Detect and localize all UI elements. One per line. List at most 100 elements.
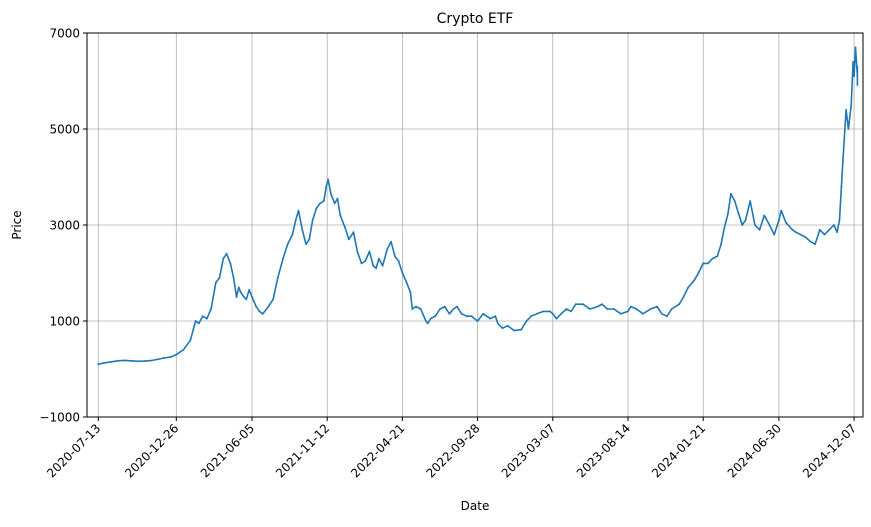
data-point (853, 75, 855, 78)
data-point (682, 296, 685, 298)
x-tick-label: 2024-06-30 (725, 421, 784, 480)
data-point (649, 308, 652, 310)
data-point (465, 315, 468, 318)
data-point (286, 243, 289, 246)
data-point (670, 308, 673, 310)
data-point (425, 320, 427, 322)
data-point (551, 312, 554, 315)
data-point (243, 296, 245, 298)
data-point (693, 279, 696, 282)
x-axis-label: Date (461, 499, 490, 513)
data-point (542, 310, 545, 313)
data-point (214, 281, 217, 284)
data-point (530, 315, 533, 318)
y-tick-label: 1000 (49, 315, 80, 329)
data-point (210, 308, 213, 310)
data-point (707, 262, 709, 265)
y-axis: −1000 1000 3000 5000 7000 (39, 27, 87, 425)
data-point (768, 224, 771, 226)
data-point (601, 303, 603, 306)
data-point (381, 264, 384, 267)
y-axis-label: Price (10, 210, 24, 239)
data-point (232, 276, 235, 279)
data-point (697, 272, 700, 274)
data-point (294, 219, 297, 222)
data-point (723, 228, 725, 231)
data-point (315, 207, 318, 210)
data-point (261, 312, 264, 315)
data-point (582, 303, 584, 306)
data-point (255, 305, 258, 308)
data-point (785, 221, 787, 224)
x-tick-label: 2024-12-07 (800, 421, 859, 480)
data-point (560, 312, 563, 315)
data-point (405, 281, 408, 284)
x-tick-label: 2021-06-05 (198, 421, 257, 480)
data-point (291, 233, 294, 236)
data-point (838, 219, 841, 222)
data-point (330, 192, 332, 195)
data-point (456, 305, 458, 308)
data-point (110, 360, 113, 363)
data-point (97, 363, 100, 366)
series-layer (97, 46, 859, 366)
data-point (833, 224, 835, 226)
data-point (344, 226, 346, 229)
data-point (852, 60, 854, 63)
data-point (429, 317, 432, 320)
data-point (804, 236, 807, 238)
data-point (716, 255, 719, 258)
data-point (818, 228, 821, 231)
data-point (840, 185, 843, 188)
data-point (702, 262, 705, 265)
data-point (635, 308, 638, 310)
data-point (323, 200, 325, 202)
data-point (854, 46, 857, 49)
data-point (130, 359, 133, 362)
data-point (565, 308, 568, 310)
data-point (201, 315, 204, 318)
data-point (356, 250, 359, 253)
data-point (629, 305, 632, 308)
data-point (218, 276, 221, 279)
data-point (666, 315, 668, 318)
x-tick-label: 2023-03-07 (499, 421, 558, 480)
data-point (235, 296, 238, 298)
data-point (620, 312, 622, 315)
data-point (163, 357, 166, 359)
data-point (448, 312, 451, 315)
data-point (642, 312, 644, 315)
data-point (368, 250, 371, 253)
data-point (251, 296, 253, 298)
data-point (150, 359, 152, 362)
data-point (311, 219, 314, 222)
data-point (778, 219, 780, 222)
data-point (773, 233, 776, 236)
data-point (627, 310, 629, 313)
data-point (501, 327, 504, 330)
data-point (375, 267, 377, 270)
data-point (678, 303, 681, 306)
data-point (239, 291, 242, 294)
data-point (737, 212, 740, 214)
data-point (419, 308, 422, 310)
data-point (182, 348, 185, 351)
data-point (506, 324, 509, 327)
data-point (613, 308, 615, 310)
data-point (733, 200, 736, 202)
data-point (828, 228, 831, 231)
data-point (791, 228, 794, 231)
y-tick-label: 5000 (49, 123, 80, 137)
data-point (570, 310, 572, 313)
data-point (282, 257, 284, 260)
data-point (525, 320, 528, 322)
data-point (360, 262, 363, 265)
data-point (741, 224, 744, 226)
data-point (390, 240, 392, 243)
data-point (272, 298, 274, 301)
data-point (276, 276, 279, 279)
data-point (489, 317, 492, 320)
data-point (660, 312, 663, 315)
data-point (156, 358, 159, 361)
